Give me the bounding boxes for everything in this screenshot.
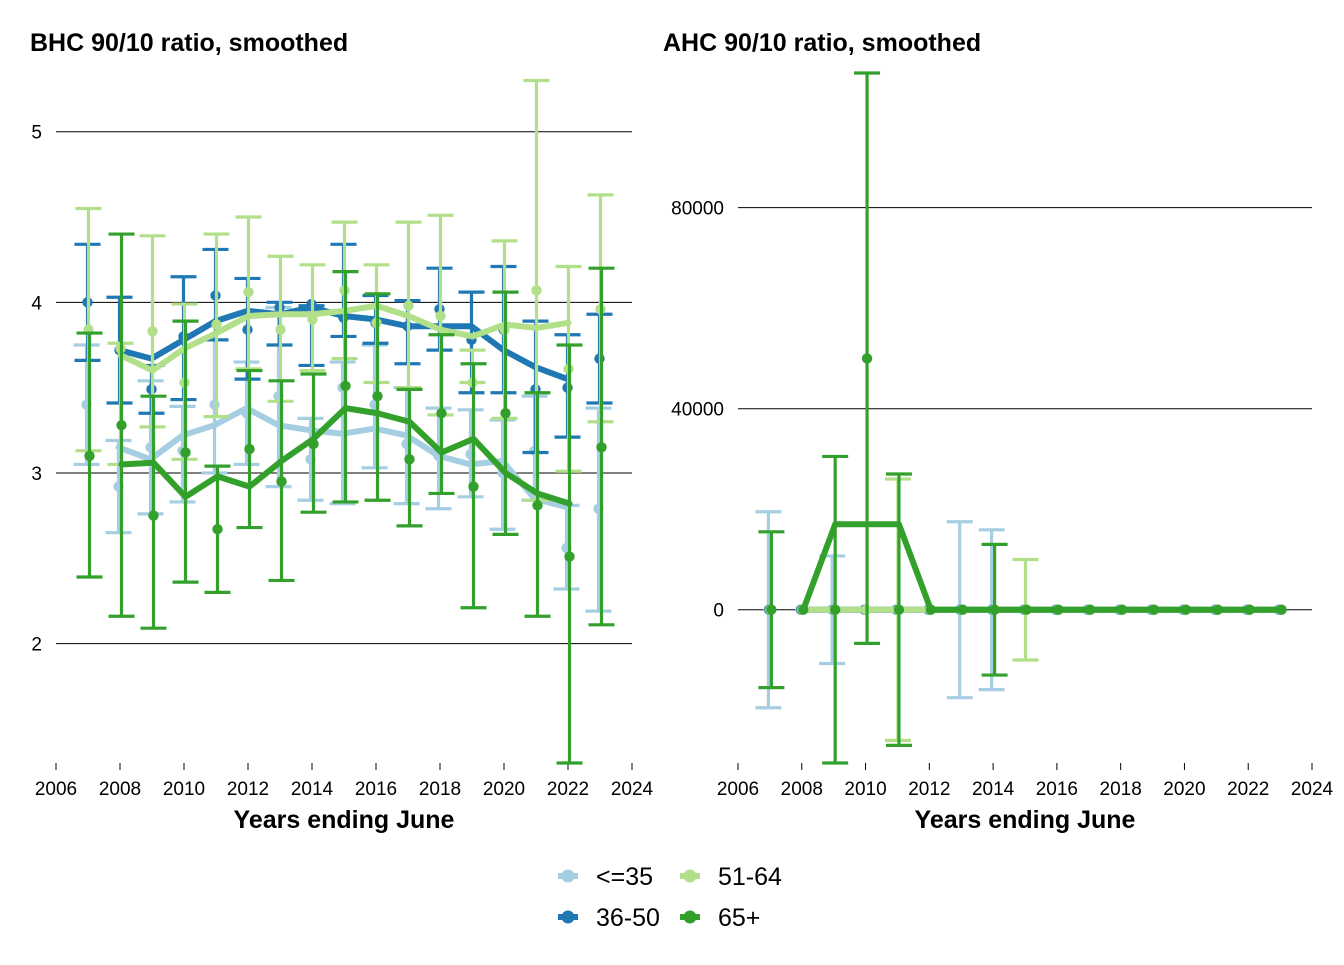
data-point	[1180, 604, 1192, 615]
data-point	[1021, 604, 1032, 615]
legend-item: 65+	[680, 904, 760, 932]
x-tick-label: 2022	[1227, 779, 1269, 800]
data-point	[1244, 604, 1255, 615]
data-point	[436, 408, 447, 419]
data-point	[372, 390, 383, 402]
x-tick-label: 2010	[163, 779, 205, 800]
smoothed-line	[800, 521, 1285, 613]
legend-swatch-point	[683, 910, 697, 924]
series-4	[758, 71, 1287, 765]
data-point	[532, 500, 543, 511]
data-point	[500, 408, 511, 419]
x-tick-label: 2014	[972, 779, 1015, 800]
y-tick-label: 5	[31, 123, 42, 144]
legend-label: 51-64	[718, 863, 782, 891]
x-tick-label: 2012	[908, 779, 950, 800]
data-point	[1053, 604, 1064, 615]
data-point	[340, 380, 351, 392]
data-point	[180, 447, 191, 458]
data-point	[403, 300, 414, 311]
data-point	[925, 604, 937, 615]
legend-item: <=35	[558, 863, 653, 891]
y-tick-label: 4	[31, 293, 42, 314]
data-point	[766, 604, 777, 615]
data-point	[307, 314, 318, 325]
data-point	[404, 454, 415, 465]
legend-item: 51-64	[680, 863, 782, 891]
x-tick-label: 2012	[227, 779, 269, 800]
chart-title: AHC 90/10 ratio, smoothed	[663, 29, 981, 57]
data-point	[243, 286, 254, 298]
y-tick-label: 80000	[671, 199, 724, 220]
x-tick-label: 2014	[291, 779, 334, 800]
legend-label: 65+	[718, 904, 760, 932]
data-point	[212, 524, 223, 535]
y-tick-label: 3	[31, 464, 42, 485]
x-tick-label: 2024	[1291, 779, 1334, 800]
y-tick-label: 40000	[671, 400, 724, 421]
x-tick-label: 2010	[844, 779, 886, 800]
x-tick-label: 2018	[1100, 779, 1142, 800]
data-point	[989, 604, 1000, 615]
data-point	[84, 450, 95, 462]
legend-swatch-point	[561, 910, 575, 924]
x-tick-label: 2006	[35, 779, 77, 800]
data-point	[147, 326, 158, 337]
data-point	[435, 310, 446, 322]
data-point	[308, 438, 319, 450]
legend-label: <=35	[596, 863, 653, 891]
x-tick-label: 2008	[99, 779, 141, 800]
series-4	[76, 232, 615, 765]
legend: <=35 51-64 36-50 65+	[558, 863, 782, 932]
chart-title: BHC 90/10 ratio, smoothed	[30, 29, 348, 57]
data-point	[1085, 604, 1096, 615]
y-tick-label: 0	[713, 601, 724, 622]
data-point	[211, 319, 222, 330]
y-tick-label: 2	[31, 635, 42, 656]
x-tick-label: 2022	[547, 779, 589, 800]
x-tick-label: 2020	[483, 779, 525, 800]
data-point	[276, 476, 287, 487]
x-tick-label: 2006	[717, 779, 759, 800]
data-point	[564, 551, 575, 562]
panel-bhc: BHC 90/10 ratio, smoothed 2 3 4 5 2006 2008 201…	[30, 29, 654, 834]
data-point	[1276, 604, 1287, 615]
data-point	[468, 481, 479, 492]
data-point	[1148, 604, 1160, 615]
legend-label: 36-50	[596, 904, 660, 932]
legend-swatch-point	[683, 869, 697, 883]
data-point	[798, 604, 809, 615]
data-point	[861, 353, 873, 364]
x-tick-label: 2016	[1036, 779, 1078, 800]
data-point	[829, 604, 841, 615]
data-point	[596, 442, 607, 453]
data-point	[1212, 604, 1224, 615]
data-point	[1116, 604, 1128, 615]
data-point	[209, 399, 220, 410]
x-tick-label: 2016	[355, 779, 397, 800]
x-axis-label: Years ending June	[915, 806, 1136, 834]
x-tick-label: 2018	[419, 779, 461, 800]
legend-swatch-point	[561, 869, 575, 883]
legend-item: 36-50	[558, 904, 660, 932]
data-point	[148, 510, 159, 521]
x-axis-label: Years ending June	[234, 806, 455, 834]
x-tick-label: 2008	[781, 779, 823, 800]
data-point	[957, 604, 968, 615]
data-point	[275, 324, 286, 335]
data-point	[244, 443, 255, 455]
panel-ahc: AHC 90/10 ratio, smoothed 0 40000 80000 2006…	[663, 29, 1334, 834]
x-tick-label: 2020	[1163, 779, 1205, 800]
data-point	[531, 285, 542, 296]
smoothed-line	[118, 405, 573, 507]
data-point	[116, 419, 127, 431]
x-tick-label: 2024	[611, 779, 654, 800]
data-point	[893, 604, 905, 615]
